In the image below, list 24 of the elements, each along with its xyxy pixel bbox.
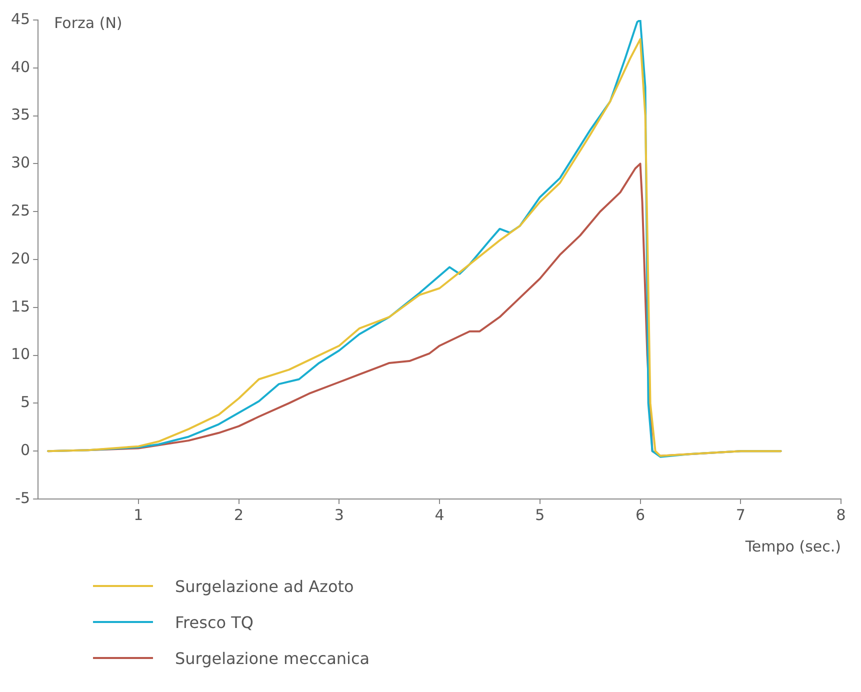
x-tick-label: 2 bbox=[234, 506, 244, 524]
legend-label: Surgelazione meccanica bbox=[175, 648, 370, 668]
x-tick-label: 3 bbox=[334, 506, 344, 524]
x-tick-label: 8 bbox=[836, 506, 846, 524]
x-tick-label: 7 bbox=[736, 506, 746, 524]
y-axis-title: Forza (N) bbox=[54, 14, 122, 32]
y-tick-label: 10 bbox=[10, 345, 30, 364]
x-tick-label: 5 bbox=[535, 506, 545, 524]
legend-label: Fresco TQ bbox=[175, 612, 254, 632]
y-tick-label: 5 bbox=[20, 393, 30, 412]
y-tick-label: 15 bbox=[10, 297, 30, 316]
x-tick-label: 1 bbox=[134, 506, 144, 524]
y-tick-label: 20 bbox=[10, 249, 30, 268]
y-tick-label: 25 bbox=[10, 201, 30, 220]
x-tick-label: 6 bbox=[636, 506, 646, 524]
x-tick-label: 4 bbox=[434, 506, 444, 524]
y-tick-label: 30 bbox=[10, 154, 30, 172]
y-tick-label: 45 bbox=[10, 10, 30, 28]
y-tick-label: 0 bbox=[20, 440, 30, 459]
y-tick-label: 40 bbox=[10, 58, 30, 76]
y-tick-label: -5 bbox=[15, 488, 30, 507]
x-axis-title: Tempo (sec.) bbox=[744, 537, 841, 556]
y-tick-label: 35 bbox=[10, 106, 30, 124]
legend-label: Surgelazione ad Azoto bbox=[175, 576, 354, 596]
